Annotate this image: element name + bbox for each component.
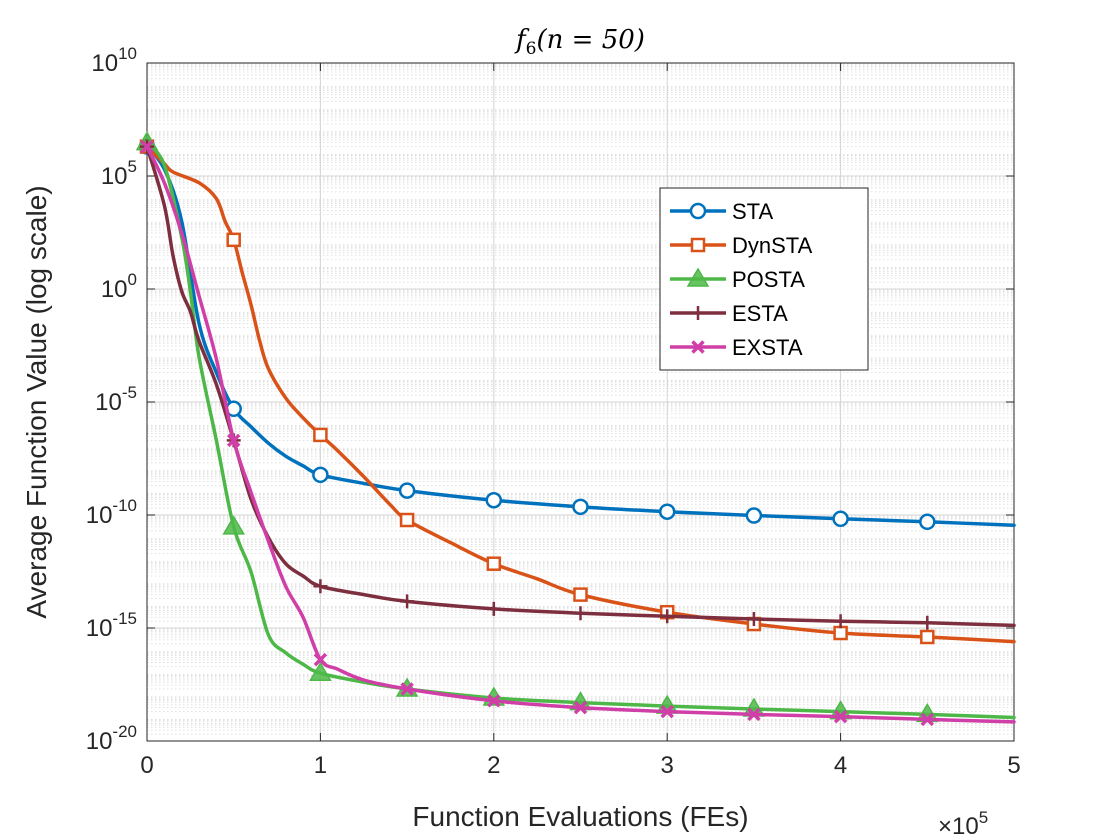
data-point-sta bbox=[745, 507, 763, 524]
legend-label-posta: POSTA bbox=[732, 267, 805, 292]
title-rest: (n = 50) bbox=[537, 25, 645, 55]
data-point-sta bbox=[832, 510, 849, 528]
legend-marker-posta bbox=[686, 267, 710, 287]
data-point-dynsta bbox=[226, 232, 241, 248]
data-point-esta bbox=[313, 579, 328, 594]
series-exsta bbox=[140, 139, 1016, 727]
plot-frame bbox=[146, 62, 1015, 742]
data-point-exsta bbox=[400, 682, 414, 696]
data-point-esta bbox=[833, 614, 848, 629]
legend-item-sta: STA bbox=[670, 199, 773, 224]
data-point-esta bbox=[660, 609, 675, 624]
x-axis-title: Function Evaluations (FEs) bbox=[412, 801, 748, 832]
data-point-sta bbox=[312, 466, 329, 484]
y-tick-label: 1010 bbox=[91, 44, 137, 77]
data-point-exsta bbox=[226, 433, 241, 448]
data-point-dynsta bbox=[573, 587, 588, 602]
x-tick-label: 0 bbox=[140, 752, 153, 779]
data-point-sta bbox=[485, 491, 503, 509]
data-point-exsta bbox=[140, 139, 154, 154]
y-tick-label: 10-5 bbox=[95, 383, 137, 416]
legend-label-dynsta: DynSTA bbox=[732, 233, 813, 258]
data-point-esta bbox=[920, 615, 935, 630]
x-tick-label: 5 bbox=[1007, 752, 1020, 779]
legend-item-esta: ESTA bbox=[670, 301, 788, 326]
y-tick-exp: -15 bbox=[112, 609, 137, 628]
title-subscript: 6 bbox=[526, 39, 537, 59]
y-tick-exp: 10 bbox=[118, 44, 137, 63]
y-tick-base: 10 bbox=[101, 163, 128, 190]
data-point-dynsta bbox=[313, 427, 328, 443]
y-tick-label: 10-20 bbox=[86, 722, 137, 755]
data-point-esta bbox=[486, 601, 501, 616]
y-tick-exp: -5 bbox=[122, 383, 137, 402]
legend-item-exsta: EXSTA bbox=[670, 335, 803, 360]
data-point-sta bbox=[919, 513, 936, 531]
data-point-dynsta bbox=[920, 629, 935, 645]
y-tick-exp: 0 bbox=[128, 270, 137, 289]
y-tick-base: 10 bbox=[101, 276, 128, 303]
y-tick-label: 10-10 bbox=[86, 496, 137, 529]
data-point-dynsta bbox=[486, 556, 502, 571]
y-tick-exp: -10 bbox=[112, 496, 137, 515]
x-multiplier-base: ×10 bbox=[938, 813, 979, 840]
data-point-exsta bbox=[747, 707, 761, 722]
data-point-exsta bbox=[833, 709, 848, 724]
series-esta bbox=[140, 139, 1016, 630]
legend: STA DynSTA POSTA ESTA EXSTA bbox=[659, 187, 869, 371]
y-tick-label: 100 bbox=[101, 270, 137, 303]
data-point-posta bbox=[309, 661, 332, 681]
data-point-sta bbox=[572, 498, 589, 516]
y-tick-base: 10 bbox=[91, 50, 118, 77]
series-layer bbox=[135, 131, 1016, 727]
legend-item-posta: POSTA bbox=[670, 267, 805, 292]
legend-marker-dynsta bbox=[690, 237, 706, 253]
y-tick-exp: -20 bbox=[112, 722, 137, 741]
data-point-dynsta bbox=[399, 512, 415, 528]
legend-marker-esta bbox=[691, 306, 705, 320]
data-point-exsta bbox=[313, 652, 328, 667]
x-tick-label: 3 bbox=[661, 752, 674, 779]
y-tick-exp: 5 bbox=[128, 157, 137, 176]
data-point-sta bbox=[658, 503, 676, 520]
data-point-exsta bbox=[920, 712, 935, 727]
y-tick-base: 10 bbox=[86, 728, 113, 755]
data-point-exsta bbox=[487, 694, 501, 708]
data-point-posta bbox=[222, 515, 246, 535]
series-line-dynsta bbox=[145, 144, 1016, 644]
legend-label-exsta: EXSTA bbox=[732, 335, 803, 360]
data-point-sta bbox=[398, 482, 416, 499]
data-point-esta bbox=[746, 612, 761, 627]
chart-title: f6(n = 50) bbox=[514, 25, 645, 59]
legend-label-esta: ESTA bbox=[732, 301, 788, 326]
x-axis-multiplier: ×105 bbox=[938, 808, 988, 840]
data-point-esta bbox=[400, 594, 415, 609]
x-tick-label: 2 bbox=[487, 752, 500, 779]
data-point-exsta bbox=[660, 704, 674, 719]
y-tick-base: 10 bbox=[86, 502, 113, 529]
x-tick-label: 4 bbox=[834, 752, 847, 779]
legend-marker-exsta bbox=[691, 340, 705, 354]
y-tick-base: 10 bbox=[95, 389, 122, 416]
x-multiplier-exp: 5 bbox=[979, 808, 988, 827]
y-tick-base: 10 bbox=[86, 615, 113, 642]
legend-item-dynsta: DynSTA bbox=[670, 233, 813, 258]
legend-label-sta: STA bbox=[732, 199, 773, 224]
y-axis-title: Average Function Value (log scale) bbox=[21, 185, 52, 618]
legend-marker-sta bbox=[689, 202, 707, 220]
y-tick-label: 105 bbox=[101, 157, 137, 190]
data-point-esta bbox=[573, 606, 588, 621]
data-point-exsta bbox=[573, 700, 588, 715]
x-tick-label: 1 bbox=[314, 752, 327, 779]
y-tick-label: 10-15 bbox=[86, 609, 137, 642]
data-point-dynsta bbox=[833, 625, 848, 641]
